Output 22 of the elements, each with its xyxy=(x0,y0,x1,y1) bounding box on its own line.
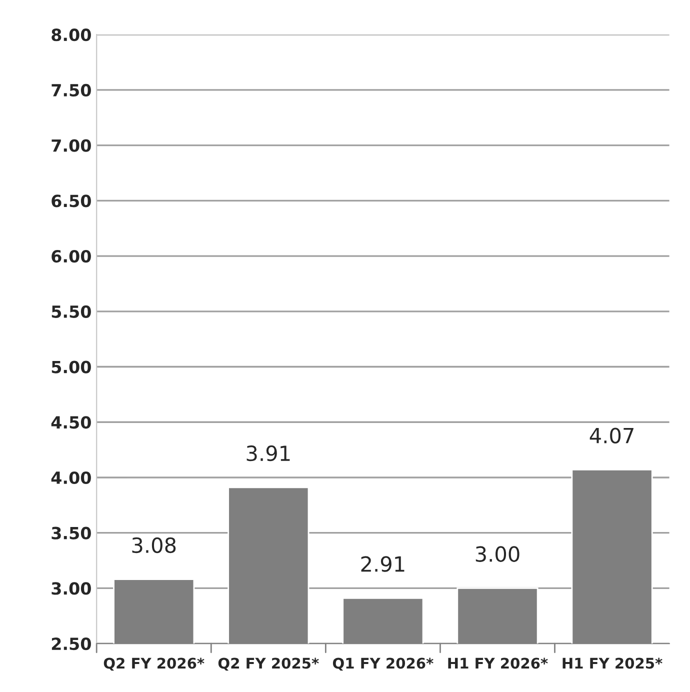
x-tick-label: Q2 FY 2026* xyxy=(104,658,204,671)
x-tick-label: Q1 FY 2026* xyxy=(332,658,434,671)
y-tick-label: 7.50 xyxy=(52,84,91,97)
y-tick-label: 7.00 xyxy=(52,139,91,152)
y-tick-label: 8.00 xyxy=(52,28,91,42)
data-label: 3.91 xyxy=(246,445,290,462)
data-label: 2.91 xyxy=(361,556,404,572)
x-tick-label: H1 FY 2026* xyxy=(448,658,548,669)
y-tick-label: 5.00 xyxy=(52,360,91,374)
y-tick-label: 3.50 xyxy=(52,526,91,540)
y-tick-label: 4.00 xyxy=(51,471,91,484)
data-label: 4.07 xyxy=(590,428,634,444)
y-tick-label: 5.50 xyxy=(52,305,91,318)
y-tick-label: 2.50 xyxy=(52,638,91,650)
y-tick-label: 3.00 xyxy=(52,582,91,595)
data-label: 3.00 xyxy=(476,546,520,562)
x-tick-label: H1 FY 2025* xyxy=(562,658,662,669)
x-tick-label: Q2 FY 2025* xyxy=(218,658,319,671)
data-label: 3.08 xyxy=(132,537,176,554)
y-tick-label: 4.50 xyxy=(51,416,91,429)
y-tick-label: 6.00 xyxy=(52,250,91,263)
y-tick-label: 6.50 xyxy=(52,194,91,208)
